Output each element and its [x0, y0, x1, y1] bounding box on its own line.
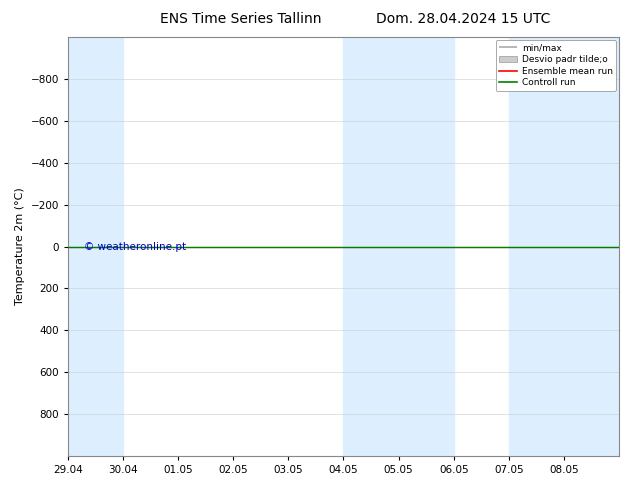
- Text: © weatheronline.pt: © weatheronline.pt: [84, 242, 186, 251]
- Text: Dom. 28.04.2024 15 UTC: Dom. 28.04.2024 15 UTC: [375, 12, 550, 26]
- Bar: [509, 37, 619, 456]
- Y-axis label: Temperature 2m (°C): Temperature 2m (°C): [15, 188, 25, 305]
- Bar: [344, 37, 454, 456]
- Bar: [68, 37, 123, 456]
- Text: ENS Time Series Tallinn: ENS Time Series Tallinn: [160, 12, 321, 26]
- Legend: min/max, Desvio padr tilde;o, Ensemble mean run, Controll run: min/max, Desvio padr tilde;o, Ensemble m…: [496, 40, 616, 91]
